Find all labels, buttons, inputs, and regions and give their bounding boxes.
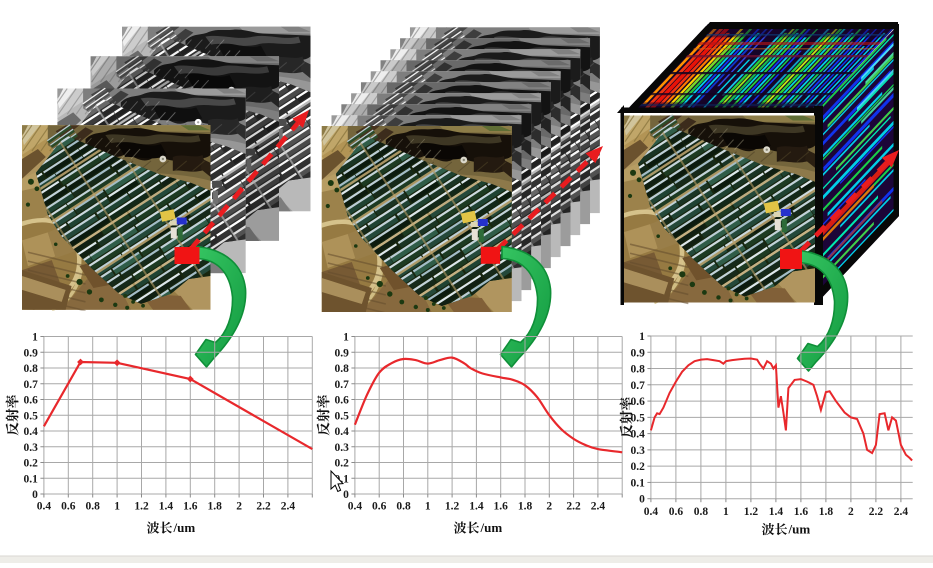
- svg-text:/um: /um: [480, 520, 503, 535]
- svg-text:2.4: 2.4: [591, 501, 606, 513]
- svg-text:/um: /um: [173, 520, 196, 535]
- svg-text:1.2: 1.2: [744, 506, 759, 518]
- svg-text:0.6: 0.6: [372, 501, 387, 513]
- svg-text:0.2: 0.2: [24, 458, 39, 470]
- svg-text:2.4: 2.4: [894, 506, 909, 518]
- svg-text:1: 1: [343, 332, 349, 344]
- svg-text:1.2: 1.2: [134, 501, 149, 513]
- svg-text:2: 2: [848, 506, 854, 518]
- svg-text:0.7: 0.7: [335, 379, 350, 391]
- svg-text:1.6: 1.6: [794, 506, 809, 518]
- svg-text:2.4: 2.4: [281, 501, 296, 513]
- svg-text:0.6: 0.6: [61, 501, 76, 513]
- svg-text:2.2: 2.2: [256, 501, 271, 513]
- svg-text:1.4: 1.4: [769, 506, 784, 518]
- svg-text:0.9: 0.9: [631, 347, 646, 359]
- svg-text:1.6: 1.6: [183, 501, 198, 513]
- svg-text:2: 2: [546, 501, 552, 513]
- svg-text:0.6: 0.6: [335, 395, 350, 407]
- svg-text:1: 1: [723, 506, 729, 518]
- svg-text:1: 1: [32, 332, 38, 344]
- svg-text:0.6: 0.6: [669, 506, 684, 518]
- svg-text:1.8: 1.8: [518, 501, 533, 513]
- svg-text:0.8: 0.8: [24, 363, 39, 375]
- svg-text:0.8: 0.8: [335, 363, 350, 375]
- svg-text:0.6: 0.6: [631, 396, 646, 408]
- svg-text:0.4: 0.4: [348, 501, 363, 513]
- svg-text:0.5: 0.5: [335, 410, 350, 422]
- svg-text:1: 1: [639, 331, 645, 343]
- svg-text:0.3: 0.3: [631, 445, 646, 457]
- svg-text:0.3: 0.3: [335, 442, 350, 454]
- svg-text:0.1: 0.1: [631, 477, 646, 489]
- svg-text:/um: /um: [788, 522, 811, 537]
- svg-text:0.9: 0.9: [24, 347, 39, 359]
- svg-text:1: 1: [425, 501, 431, 513]
- svg-text:0.2: 0.2: [631, 461, 646, 473]
- svg-text:0.5: 0.5: [631, 412, 646, 424]
- svg-text:2: 2: [236, 501, 242, 513]
- svg-text:1.4: 1.4: [469, 501, 484, 513]
- svg-text:0.4: 0.4: [24, 426, 39, 438]
- svg-text:0.1: 0.1: [24, 473, 39, 485]
- svg-text:0.4: 0.4: [631, 429, 646, 441]
- svg-text:1.8: 1.8: [208, 501, 223, 513]
- svg-text:1.8: 1.8: [819, 506, 834, 518]
- svg-text:2.2: 2.2: [869, 506, 884, 518]
- svg-text:0: 0: [32, 489, 38, 501]
- svg-text:1.4: 1.4: [159, 501, 174, 513]
- svg-text:0.2: 0.2: [335, 458, 350, 470]
- svg-text:0.8: 0.8: [86, 501, 101, 513]
- svg-text:0.9: 0.9: [335, 347, 350, 359]
- svg-text:0.8: 0.8: [694, 506, 709, 518]
- svg-text:0.3: 0.3: [24, 442, 39, 454]
- svg-text:0.4: 0.4: [37, 501, 52, 513]
- svg-text:0.4: 0.4: [335, 426, 350, 438]
- svg-text:0.8: 0.8: [631, 364, 646, 376]
- svg-text:0.4: 0.4: [644, 506, 659, 518]
- svg-text:0.5: 0.5: [24, 410, 39, 422]
- svg-text:2.2: 2.2: [566, 501, 581, 513]
- svg-text:1: 1: [114, 501, 120, 513]
- svg-text:0.7: 0.7: [631, 380, 646, 392]
- svg-text:0: 0: [343, 489, 349, 501]
- svg-text:0.7: 0.7: [24, 379, 39, 391]
- svg-text:0: 0: [639, 494, 645, 506]
- svg-text:1.6: 1.6: [494, 501, 509, 513]
- svg-text:1.2: 1.2: [445, 501, 460, 513]
- svg-text:0.8: 0.8: [396, 501, 411, 513]
- svg-text:0.6: 0.6: [24, 395, 39, 407]
